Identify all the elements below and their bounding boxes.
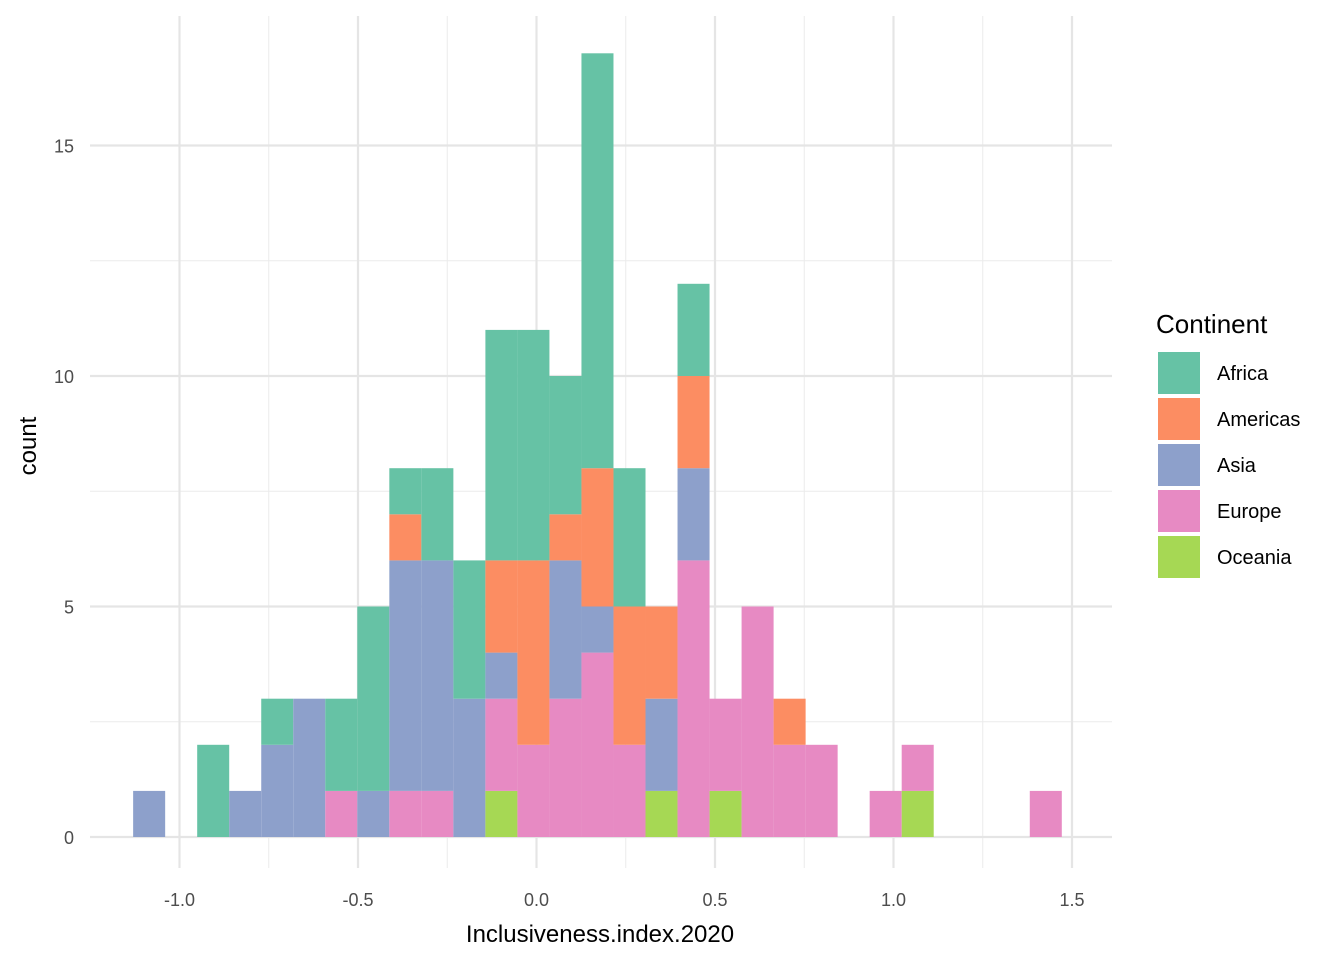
bar-africa (197, 744, 230, 837)
y-tick-label: 15 (54, 137, 74, 157)
x-tick-label: 0.0 (524, 890, 549, 910)
legend-label-asia: Asia (1217, 455, 1257, 477)
x-tick-label: 1.5 (1059, 890, 1084, 910)
bar-asia (645, 698, 678, 791)
bar-asia (229, 790, 262, 837)
bar-americas (645, 606, 678, 699)
legend-label-americas: Americas (1217, 409, 1300, 431)
bar-africa (389, 468, 422, 515)
y-axis-ticks: 0 5 10 15 (54, 137, 74, 849)
y-tick-label: 5 (64, 598, 74, 618)
bar-africa (517, 329, 550, 561)
bar-asia (549, 560, 582, 699)
bar-europe (549, 698, 582, 837)
bar-africa (677, 283, 710, 376)
bar-africa (261, 698, 294, 745)
bar-europe (709, 698, 742, 791)
bar-oceania (709, 790, 742, 837)
x-axis-ticks: -1.0 -0.5 0.0 0.5 1.0 1.5 (164, 890, 1085, 910)
bar-africa (581, 53, 614, 469)
legend-key-asia (1158, 444, 1200, 486)
bar-africa (549, 376, 582, 515)
bar-europe (421, 790, 454, 837)
bar-asia (133, 790, 166, 837)
bar-oceania (901, 790, 934, 837)
x-axis-title: Inclusiveness.index.2020 (466, 921, 734, 948)
bar-europe (869, 790, 902, 837)
bar-oceania (485, 790, 518, 837)
bar-europe (773, 744, 806, 837)
bar-americas (773, 698, 806, 745)
y-tick-label: 10 (54, 367, 74, 387)
legend: Continent Africa Americas Asia Europe Oceani… (1156, 309, 1300, 578)
bar-europe (1029, 790, 1062, 837)
legend-label-africa: Africa (1217, 363, 1269, 385)
bar-asia (389, 560, 422, 791)
bar-europe (485, 698, 518, 791)
bar-asia (485, 652, 518, 699)
bar-europe (901, 744, 934, 791)
y-tick-label: 0 (64, 828, 74, 848)
legend-title: Continent (1156, 309, 1268, 339)
bar-africa (357, 606, 390, 791)
bar-asia (677, 468, 710, 561)
x-tick-label: 0.5 (702, 890, 727, 910)
y-axis-title: count (15, 416, 42, 475)
plot-panel (90, 16, 1112, 868)
x-tick-label: 1.0 (881, 890, 906, 910)
bar-africa (325, 698, 358, 791)
bar-americas (549, 514, 582, 561)
bar-asia (421, 560, 454, 791)
legend-entries: Africa Americas Asia Europe Oceania (1158, 352, 1300, 578)
bar-africa (485, 329, 518, 561)
bar-americas (389, 514, 422, 561)
bar-asia (261, 744, 294, 837)
bar-africa (421, 468, 454, 561)
bar-europe (677, 560, 710, 837)
bar-europe (805, 744, 838, 837)
legend-key-africa (1158, 352, 1200, 394)
bar-asia (453, 698, 486, 837)
bar-africa (613, 468, 646, 607)
legend-key-americas (1158, 398, 1200, 440)
x-tick-label: -0.5 (342, 890, 373, 910)
bar-europe (517, 744, 550, 837)
legend-label-europe: Europe (1217, 501, 1282, 523)
bars (133, 53, 1062, 837)
bar-europe (613, 744, 646, 837)
legend-key-oceania (1158, 536, 1200, 578)
bar-americas (485, 560, 518, 653)
bar-americas (677, 376, 710, 469)
bar-americas (613, 606, 646, 745)
bar-asia (357, 790, 390, 837)
x-tick-label: -1.0 (164, 890, 195, 910)
legend-label-oceania: Oceania (1217, 547, 1292, 569)
bar-europe (741, 606, 774, 837)
bar-americas (581, 468, 614, 607)
bar-africa (453, 560, 486, 699)
bar-asia (581, 606, 614, 653)
bar-asia (293, 698, 326, 837)
bar-americas (517, 560, 550, 745)
bar-europe (581, 652, 614, 837)
legend-key-europe (1158, 490, 1200, 532)
bar-oceania (645, 790, 678, 837)
bar-europe (325, 790, 358, 837)
bar-europe (389, 790, 422, 837)
